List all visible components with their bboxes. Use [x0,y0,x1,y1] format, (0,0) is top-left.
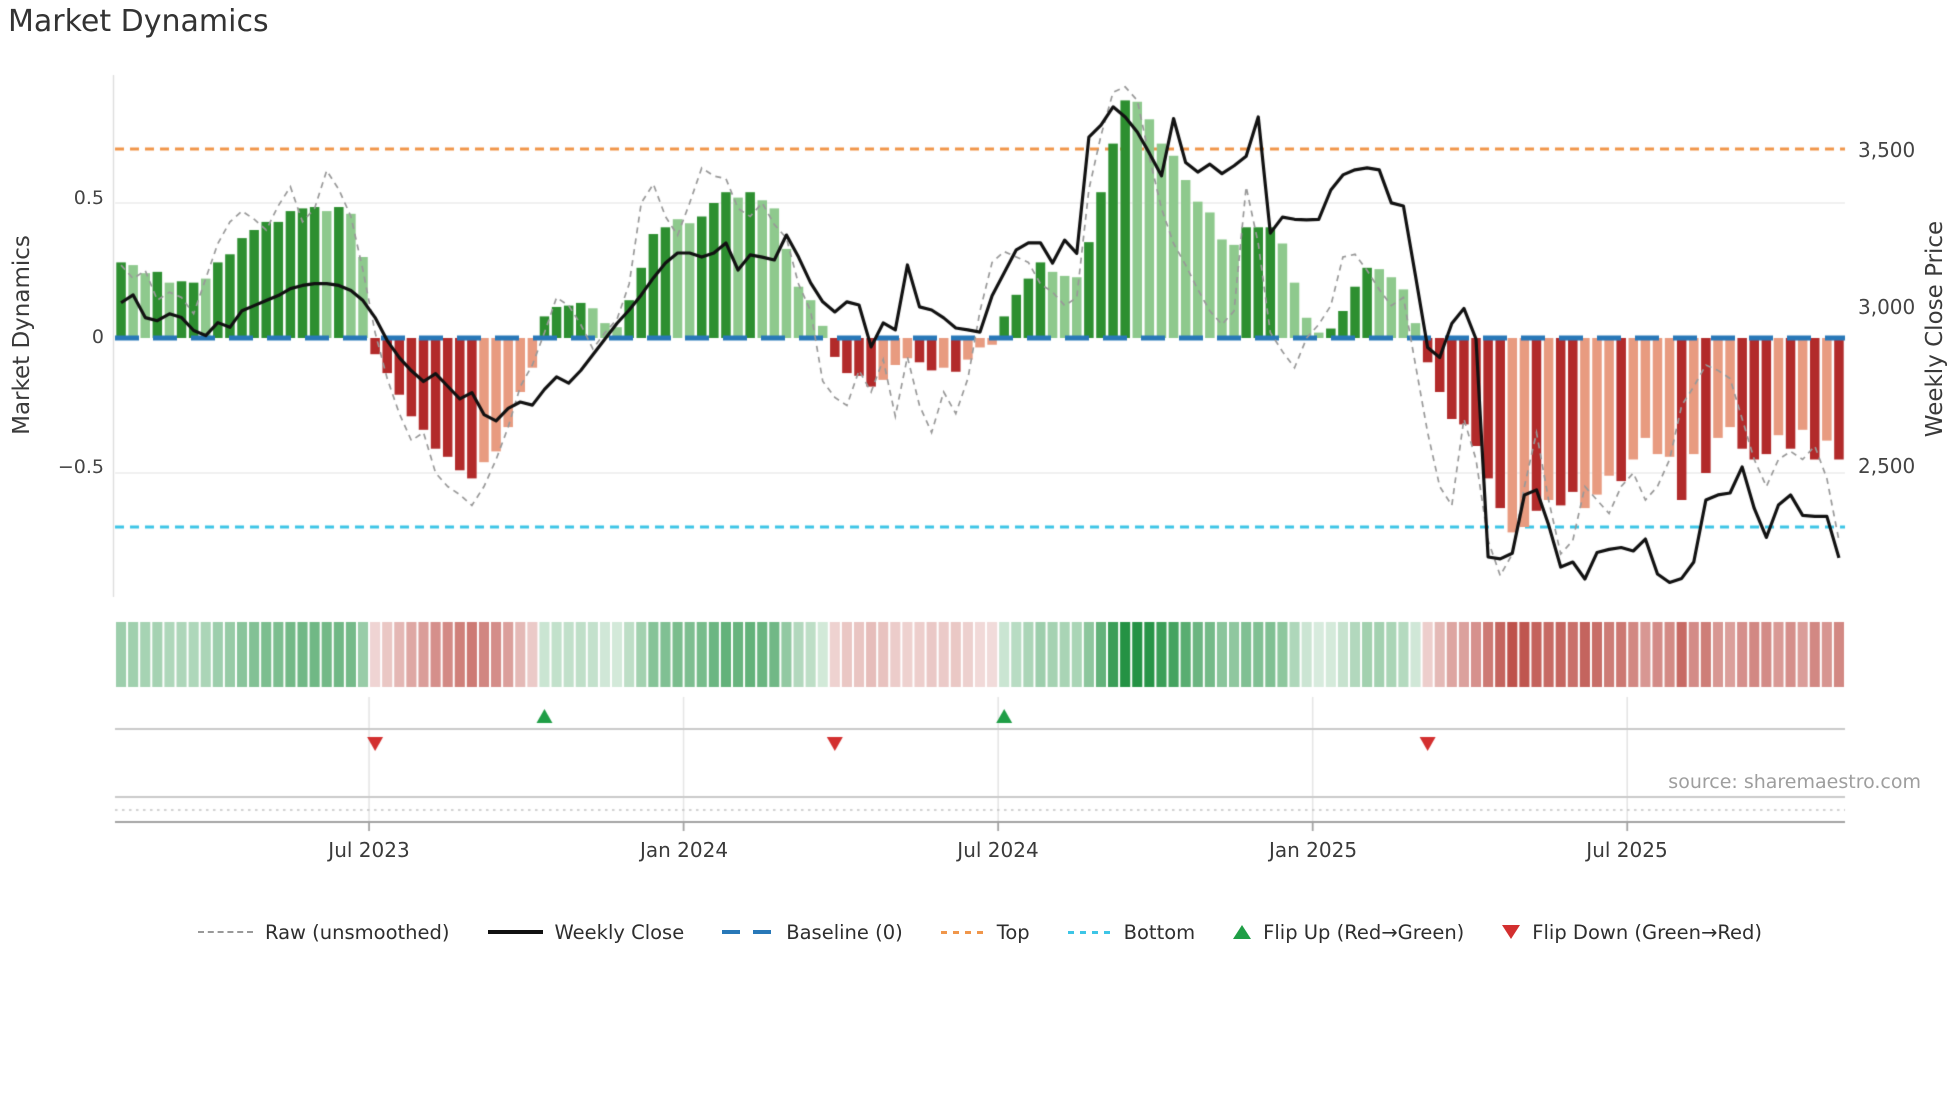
source-text: source: sharemaestro.com [1668,771,1921,793]
legend: Raw (unsmoothed) Weekly Close Baseline (… [0,910,1960,954]
dotted-orange-line-icon [940,930,985,934]
x-tick-label: Jul 2024 [957,838,1039,862]
flip-up-triangle-icon [1233,925,1252,939]
legend-item-raw[interactable]: Raw (unsmoothed) [197,920,450,944]
y-tick-label-left: −0.5 [57,456,104,478]
page-title: Market Dynamics [8,4,269,39]
legend-item-bottom[interactable]: Bottom [1067,920,1196,944]
y-tick-label-left: 0.5 [73,187,104,209]
solid-black-line-icon [487,930,543,934]
y-axis-label-right: Weekly Close Price [1922,220,1948,438]
legend-label: Flip Up (Red→Green) [1263,920,1465,944]
x-tick-label: Jan 2024 [639,838,729,862]
legend-label: Bottom [1123,920,1196,944]
y-tick-label-left: 0 [91,326,104,348]
legend-item-top[interactable]: Top [940,920,1030,944]
y-tick-label-right: 3,000 [1858,295,1916,319]
legend-label: Weekly Close [554,920,685,944]
dashed-gray-line-icon [197,931,253,933]
x-tick-label: Jul 2023 [328,838,410,862]
y-axis-label-left: Market Dynamics [9,235,35,435]
y-tick-label-right: 3,500 [1858,138,1916,162]
legend-item-flip-down[interactable]: Flip Down (Green→Red) [1502,921,1762,944]
dotted-cyan-line-icon [1067,930,1112,934]
x-tick-label: Jan 2025 [1268,838,1358,862]
flip-down-triangle-icon [1502,925,1521,939]
legend-item-baseline[interactable]: Baseline (0) [722,921,903,944]
legend-item-weekly-close[interactable]: Weekly Close [487,920,685,944]
legend-label: Top [996,920,1030,944]
legend-label: Baseline (0) [786,920,903,944]
legend-item-flip-up[interactable]: Flip Up (Red→Green) [1233,921,1464,944]
legend-label: Raw (unsmoothed) [264,920,450,944]
dashed-blue-line-icon [722,929,775,935]
y-tick-label-right: 2,500 [1858,454,1916,478]
x-tick-label: Jul 2025 [1586,838,1668,862]
legend-label: Flip Down (Green→Red) [1532,920,1763,944]
